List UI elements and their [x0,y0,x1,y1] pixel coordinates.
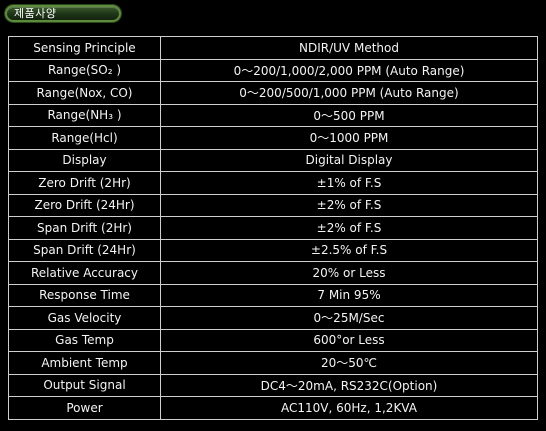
spec-value: 0～1000 PPM [160,126,538,150]
table-row: Gas Temp 600°or Less [8,328,538,352]
spec-label: Zero Drift (2Hr) [8,171,161,195]
table-row: Power AC110V, 60Hz, 1,2KVA [8,396,538,420]
spec-value: 0～200/500/1,000 PPM (Auto Range) [160,81,538,105]
table-row: Span Drift (2Hr) ±2% of F.S [8,216,538,240]
spec-value: 20～50℃ [160,351,538,375]
spec-label: Range(NH₃ ) [8,103,161,127]
spec-value: ±1% of F.S [160,171,538,195]
spec-label: Range(SO₂ ) [8,58,161,82]
spec-value: NDIR/UV Method [160,36,538,60]
spec-label: Response Time [8,283,161,307]
spec-label: Ambient Temp [8,351,161,375]
spec-label: Span Drift (2Hr) [8,216,161,240]
spec-label: Gas Velocity [8,306,161,330]
spec-value: 0～25M/Sec [160,306,538,330]
spec-table: Sensing Principle NDIR/UV Method Range(S… [8,36,538,420]
spec-value: 20% or Less [160,261,538,285]
spec-label: Zero Drift (24Hr) [8,193,161,217]
spec-value: 7 Min 95% [160,283,538,307]
table-row: Range(NH₃ ) 0～500 PPM [8,103,538,127]
spec-value: AC110V, 60Hz, 1,2KVA [160,396,538,420]
spec-value: ±2.5% of F.S [160,238,538,262]
table-row: Ambient Temp 20～50℃ [8,351,538,375]
section-title-badge: 제품사양 [5,5,121,22]
spec-label: Sensing Principle [8,36,161,60]
table-row: Response Time 7 Min 95% [8,283,538,307]
table-row: Relative Accuracy 20% or Less [8,261,538,285]
spec-value: 0～500 PPM [160,103,538,127]
table-row: Display Digital Display [8,148,538,172]
spec-label: Relative Accuracy [8,261,161,285]
table-row: Sensing Principle NDIR/UV Method [8,36,538,60]
spec-value: ±2% of F.S [160,216,538,240]
spec-label: Output Signal [8,373,161,397]
spec-label: Power [8,396,161,420]
spec-label: Gas Temp [8,328,161,352]
table-row: Range(Hcl) 0～1000 PPM [8,126,538,150]
table-row: Span Drift (24Hr) ±2.5% of F.S [8,238,538,262]
table-row: Range(Nox, CO) 0～200/500/1,000 PPM (Auto… [8,81,538,105]
spec-value: 0～200/1,000/2,000 PPM (Auto Range) [160,58,538,82]
spec-value: 600°or Less [160,328,538,352]
table-row: Gas Velocity 0～25M/Sec [8,306,538,330]
spec-value: ±2% of F.S [160,193,538,217]
table-row: Output Signal DC4～20mA, RS232C(Option) [8,373,538,397]
spec-value: DC4～20mA, RS232C(Option) [160,373,538,397]
table-row: Range(SO₂ ) 0～200/1,000/2,000 PPM (Auto … [8,58,538,82]
section-title: 제품사양 [14,7,57,20]
spec-label: Range(Nox, CO) [8,81,161,105]
spec-label: Display [8,148,161,172]
spec-label: Span Drift (24Hr) [8,238,161,262]
table-row: Zero Drift (24Hr) ±2% of F.S [8,193,538,217]
spec-value: Digital Display [160,148,538,172]
spec-label: Range(Hcl) [8,126,161,150]
table-row: Zero Drift (2Hr) ±1% of F.S [8,171,538,195]
